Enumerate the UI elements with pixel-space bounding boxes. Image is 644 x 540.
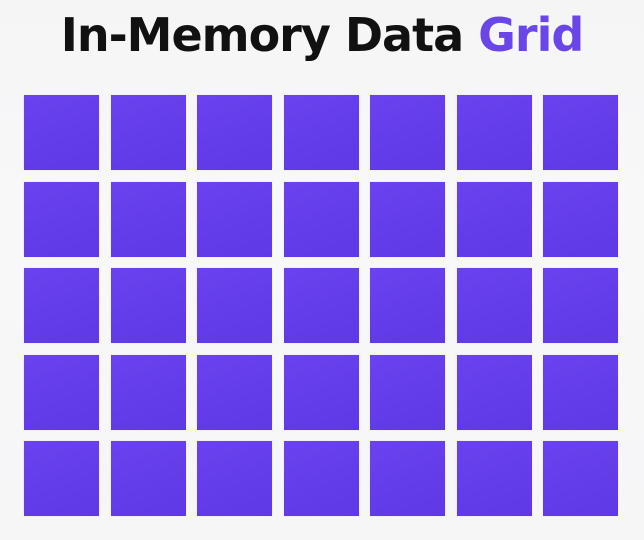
grid-cell	[24, 268, 99, 343]
grid-cell	[370, 354, 445, 430]
title-main-text: In-Memory Data	[60, 8, 464, 62]
grid-cell	[456, 441, 532, 516]
grid-cell	[197, 441, 272, 516]
grid-cell	[456, 354, 532, 430]
grid-cell	[543, 181, 618, 257]
grid-cell	[24, 441, 99, 516]
grid-cell	[283, 354, 359, 430]
grid-cell	[456, 268, 532, 343]
grid-cell	[110, 95, 186, 170]
grid-cell	[24, 95, 99, 170]
grid-cell	[283, 268, 359, 343]
grid-cell	[456, 95, 532, 170]
grid-cell	[24, 354, 99, 430]
grid-cell	[110, 441, 186, 516]
memory-grid	[24, 95, 620, 519]
grid-cell	[543, 95, 618, 170]
grid-cell	[283, 181, 359, 257]
grid-cell	[24, 181, 99, 257]
grid-cell	[370, 268, 445, 343]
grid-cell	[370, 95, 445, 170]
grid-cell	[283, 95, 359, 170]
grid-cell	[197, 181, 272, 257]
title-accent-text: Grid	[478, 8, 584, 62]
grid-cell	[543, 441, 618, 516]
grid-cell	[197, 354, 272, 430]
page-title: In-Memory Data Grid	[0, 6, 644, 64]
grid-cell	[197, 268, 272, 343]
grid-cell	[283, 441, 359, 516]
grid-cell	[370, 441, 445, 516]
grid-cell	[456, 181, 532, 257]
grid-cell	[370, 181, 445, 257]
grid-cell	[110, 268, 186, 343]
grid-cell	[543, 268, 618, 343]
grid-cell	[110, 181, 186, 257]
grid-cell	[197, 95, 272, 170]
grid-cell	[543, 354, 618, 430]
grid-cell	[110, 354, 186, 430]
